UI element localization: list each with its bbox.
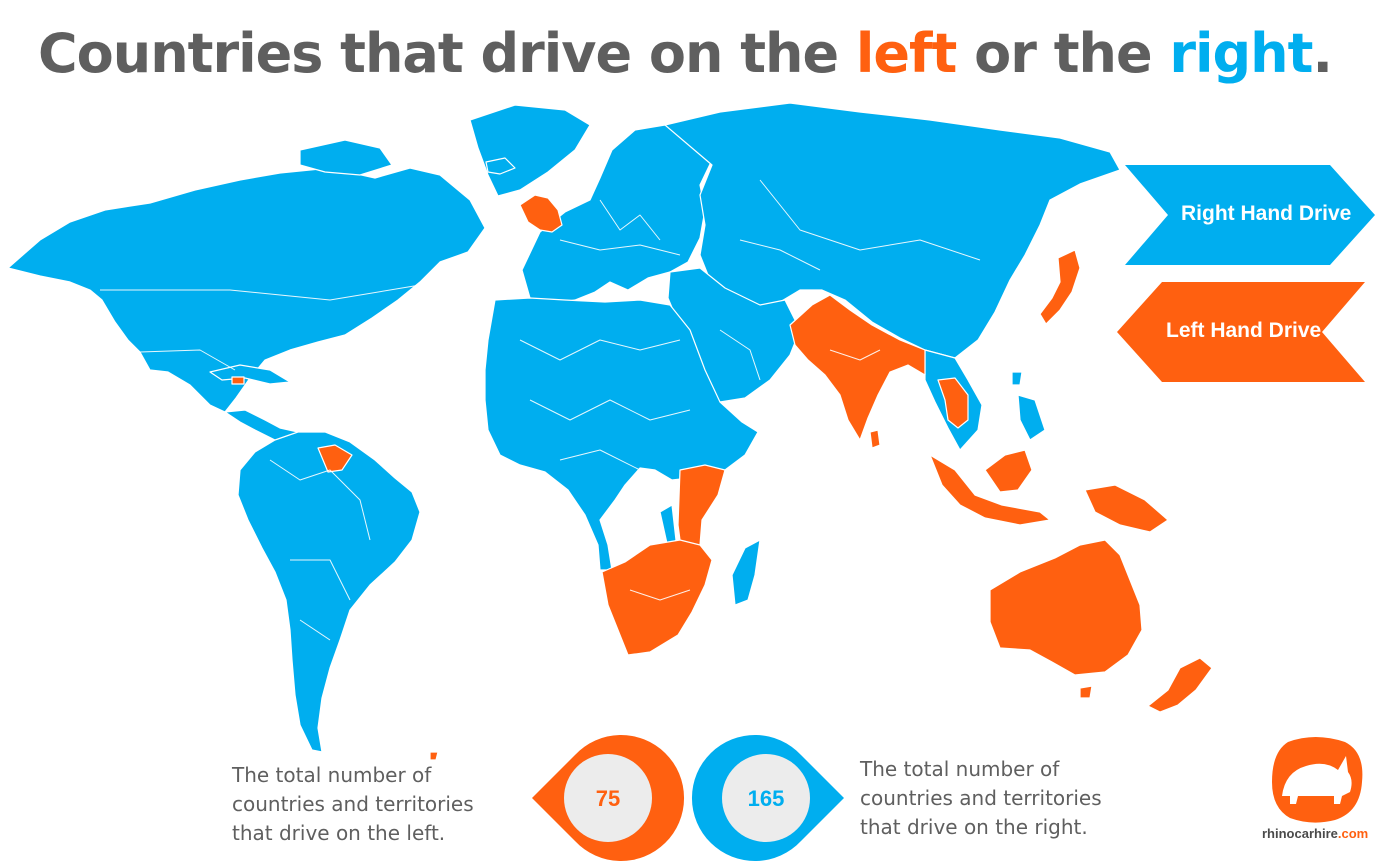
right-hand-drive-label: Right Hand Drive	[1181, 202, 1352, 225]
page-title: Countries that drive on the left or the …	[38, 22, 1333, 85]
region-iceland	[485, 157, 516, 175]
region-guyana-suriname	[317, 444, 353, 473]
region-thailand	[937, 377, 969, 429]
region-sri-lanka	[869, 429, 881, 449]
region-uk-ireland	[519, 194, 563, 233]
region-japan	[1039, 249, 1081, 325]
region-caribbean	[209, 364, 291, 385]
right-count-marker	[691, 735, 844, 862]
region-australia	[989, 539, 1143, 676]
region-south-america	[237, 431, 421, 753]
right-hand-drive-tag	[1125, 165, 1375, 265]
left-hand-drive-label: Left Hand Drive	[1166, 319, 1322, 342]
region-arctic-islands	[299, 139, 393, 176]
region-africa-north	[484, 297, 759, 571]
region-indonesia-malaysia	[929, 454, 1051, 526]
logo-text[interactable]: rhinocarhire.com	[1262, 826, 1369, 841]
region-mozambique-interior	[659, 504, 677, 549]
region-papua	[1084, 484, 1169, 533]
region-caribbean-islands	[231, 376, 245, 385]
region-philippines	[1017, 394, 1046, 441]
region-india-south-asia	[789, 294, 926, 441]
region-taiwan-islands	[1011, 371, 1023, 386]
region-southern-africa	[601, 539, 713, 656]
region-greenland	[469, 104, 591, 197]
left-stat-description: The total number of countries and territ…	[232, 763, 474, 845]
region-madagascar	[731, 539, 761, 606]
left-count: 75	[595, 786, 621, 811]
title-right-word: right	[1169, 22, 1313, 85]
right-stat-description: The total number of countries and territ…	[860, 757, 1102, 839]
country-borders	[100, 179, 981, 641]
region-falklands	[429, 751, 439, 761]
rhino-logo-icon	[1272, 737, 1363, 823]
region-new-zealand	[1147, 657, 1213, 713]
right-count: 165	[747, 786, 785, 811]
region-borneo	[984, 449, 1033, 493]
region-north-america	[7, 167, 486, 413]
left-count-marker	[532, 735, 685, 862]
left-hand-drive-tag	[1117, 282, 1365, 382]
title-left-word: left	[855, 22, 957, 85]
region-tasmania	[1079, 685, 1093, 699]
